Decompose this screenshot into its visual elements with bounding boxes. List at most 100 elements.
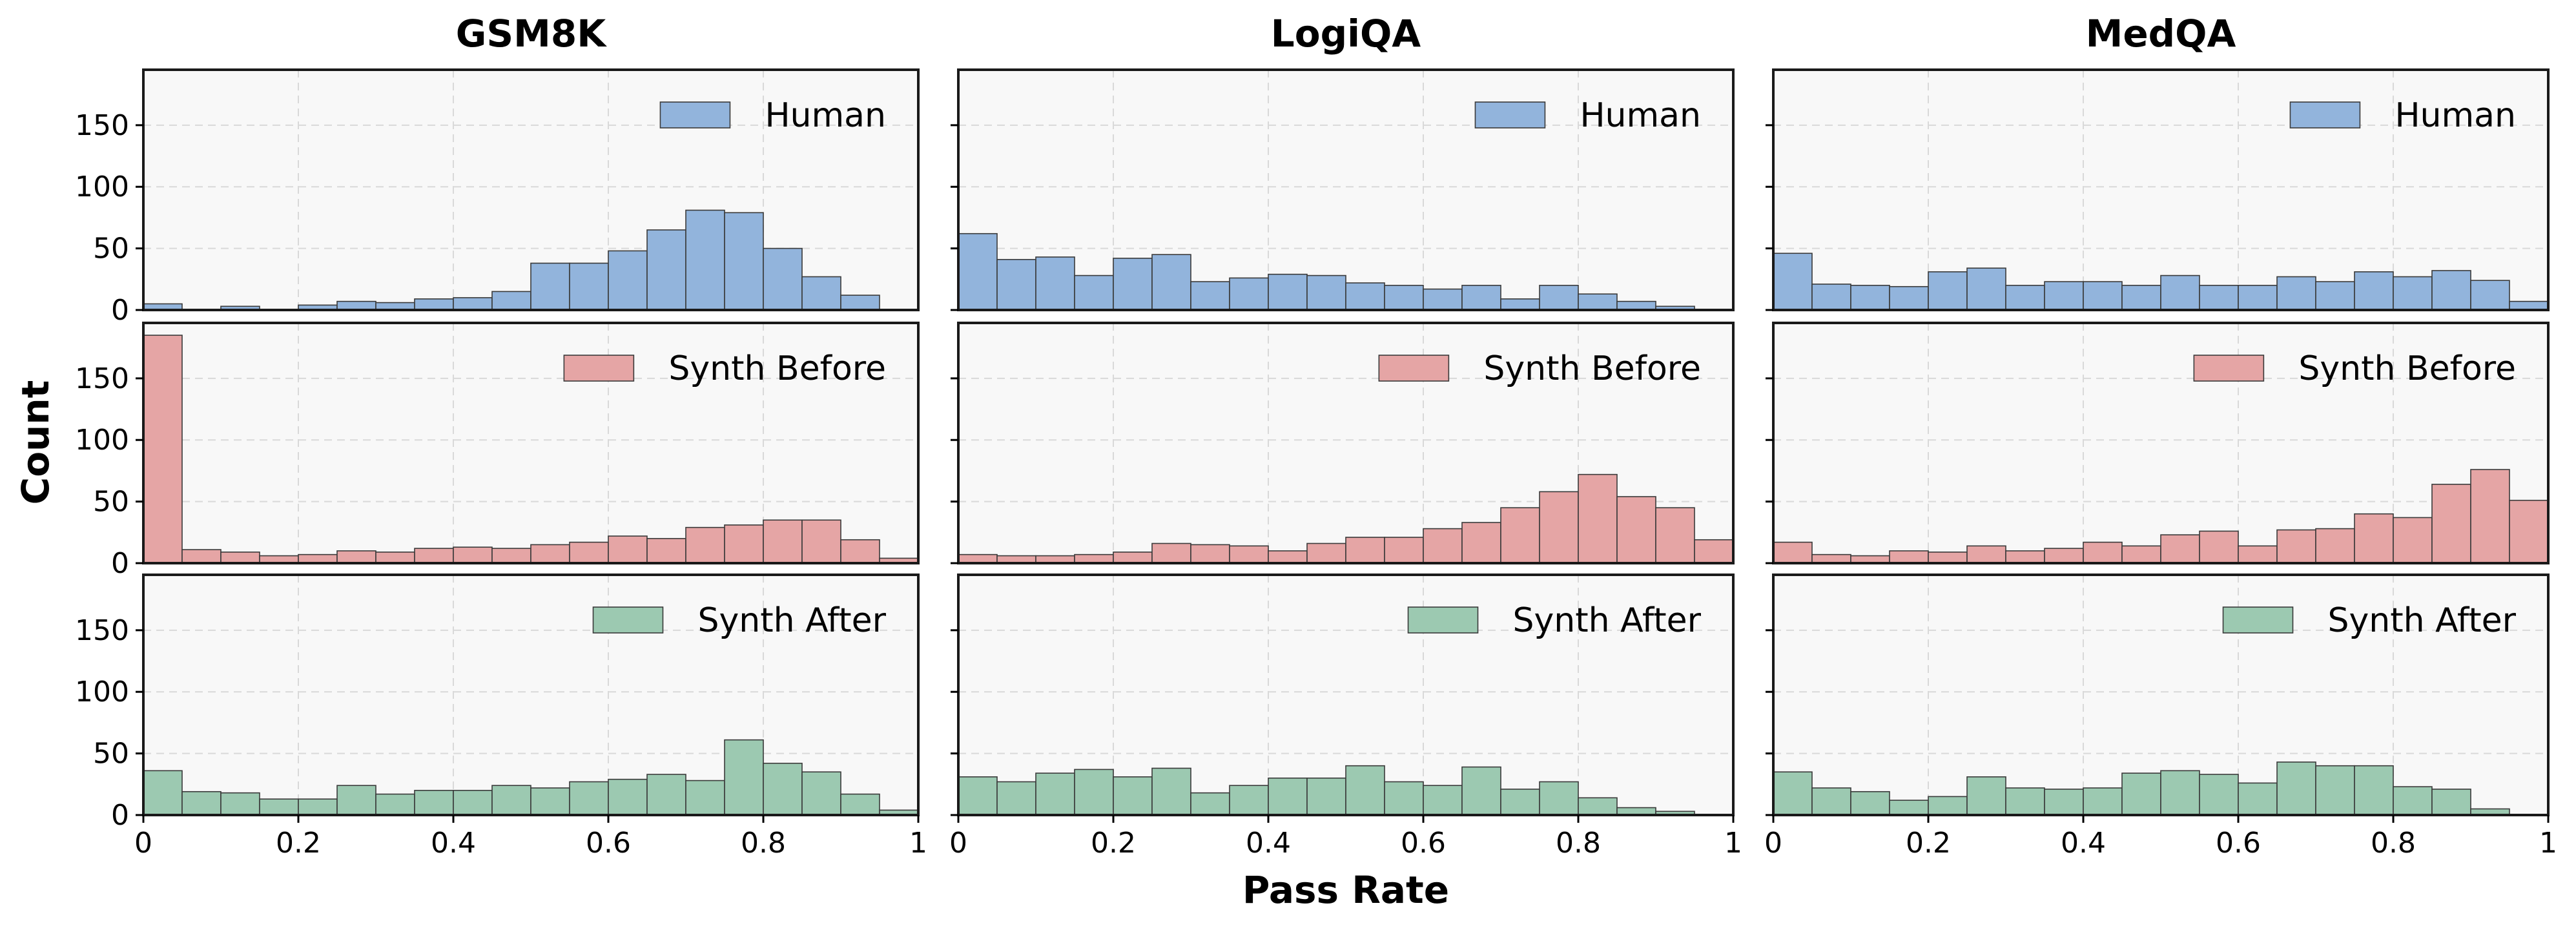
histogram-bar <box>414 548 454 564</box>
histogram-bar <box>2509 499 2549 564</box>
histogram-bar <box>2393 517 2433 564</box>
histogram-bar <box>2005 787 2045 816</box>
histogram-bar <box>2121 285 2161 311</box>
histogram-bar <box>1306 777 1346 816</box>
histogram-bar <box>996 781 1036 816</box>
histogram-bar <box>2431 789 2471 816</box>
y-tick-label: 100 <box>75 424 129 457</box>
x-tick-label: 0.8 <box>1556 827 1601 860</box>
panel-logiqa-synth-before: Synth Before <box>951 322 1735 564</box>
histogram-bar <box>840 539 880 564</box>
histogram-bar <box>1500 507 1540 564</box>
histogram-bar <box>2160 534 2200 564</box>
histogram-bar <box>220 552 260 564</box>
legend-swatch-synth-before <box>1378 355 1450 382</box>
histogram-bar <box>2276 276 2316 311</box>
histogram-bar <box>2354 765 2394 816</box>
histogram-bar <box>2199 530 2239 564</box>
panel-frame <box>142 322 920 564</box>
x-tick-label: 0.8 <box>2371 827 2416 860</box>
y-tick-label: 150 <box>75 109 129 142</box>
histogram-bar <box>1151 254 1191 311</box>
histogram-bar <box>1889 285 1929 311</box>
histogram-bar <box>1461 766 1501 816</box>
panel-background <box>1773 70 2548 310</box>
x-tick-label: 0.4 <box>1246 827 1291 860</box>
histogram-bar <box>1616 300 1656 311</box>
histogram-bar <box>453 790 493 816</box>
legend-swatch-human <box>659 101 731 129</box>
histogram-bar <box>181 790 222 816</box>
histogram-bar <box>996 258 1036 311</box>
histogram-bar <box>724 212 764 311</box>
histogram-bar <box>608 778 648 816</box>
histogram-bar <box>375 552 415 564</box>
y-tick-label: 150 <box>75 362 129 395</box>
histogram-bar <box>2199 285 2239 311</box>
y-tick-label: 0 <box>111 799 129 832</box>
histogram-bar <box>2005 285 2045 311</box>
histogram-bar <box>958 776 998 816</box>
panel-title-gsm8k: GSM8K <box>456 12 607 56</box>
histogram-bar <box>1850 790 1890 816</box>
histogram-bar <box>1773 253 1813 311</box>
legend-label-synth-before: Synth Before <box>2298 349 2516 388</box>
histogram-bar <box>801 771 841 816</box>
histogram-bar <box>1461 522 1501 564</box>
legend-swatch-human <box>2289 101 2361 129</box>
histogram-bar <box>2121 545 2161 564</box>
legend-swatch-human <box>1474 101 1546 129</box>
histogram-bar <box>569 781 609 816</box>
histogram-bar <box>2431 270 2471 311</box>
histogram-bar <box>763 763 803 816</box>
legend-swatch-synth-after <box>2222 606 2294 634</box>
histogram-bar <box>1773 771 1813 816</box>
histogram-bar <box>1461 285 1501 311</box>
legend-swatch-synth-after <box>1407 606 1479 634</box>
histogram-bar <box>1190 544 1230 564</box>
x-axis-label: Pass Rate <box>1242 868 1449 912</box>
histogram-bar <box>1423 528 1463 564</box>
histogram-bar <box>2393 276 2433 311</box>
x-tick-label: 1 <box>909 827 927 860</box>
histogram-bar <box>1384 781 1424 816</box>
x-tick-label: 0.6 <box>586 827 631 860</box>
histogram-bar <box>1306 274 1346 311</box>
legend-label-synth-after: Synth After <box>698 601 887 640</box>
histogram-bar <box>2005 550 2045 564</box>
legend-label-human: Human <box>765 96 886 135</box>
histogram-bar <box>1074 769 1114 816</box>
histogram-bar <box>958 553 998 564</box>
histogram-bar <box>2238 545 2278 564</box>
histogram-bar <box>1850 285 1890 311</box>
histogram-bar <box>2121 772 2161 816</box>
histogram-bar <box>958 232 998 311</box>
x-tick-label: 1 <box>1724 827 1742 860</box>
histogram-bar <box>2393 786 2433 816</box>
histogram-bar <box>220 792 260 816</box>
histogram-bar <box>1616 496 1656 564</box>
histogram-bar <box>840 793 880 816</box>
histogram-bar <box>2315 528 2355 564</box>
histogram-bar <box>491 548 531 564</box>
histogram-bar <box>1113 776 1153 816</box>
histogram-bar <box>1384 285 1424 311</box>
panels-layer: Human Synth Before Synth After Human Synth B… <box>136 68 2550 823</box>
histogram-bar <box>491 785 531 816</box>
histogram-bar <box>1500 789 1540 816</box>
histogram-bar <box>414 790 454 816</box>
histogram-bar <box>2160 274 2200 311</box>
x-tick-label: 0.4 <box>431 827 476 860</box>
histogram-bar <box>2470 469 2510 564</box>
histogram-bar <box>375 793 415 816</box>
histogram-bar <box>608 250 648 311</box>
histogram-bar <box>2238 782 2278 816</box>
histogram-bar <box>2199 774 2239 816</box>
histogram-bar <box>143 335 183 564</box>
histogram-bar <box>1966 267 2006 311</box>
histogram-bar <box>1035 772 1075 816</box>
histogram-bar <box>453 546 493 564</box>
legend-label-human: Human <box>2395 96 2516 135</box>
